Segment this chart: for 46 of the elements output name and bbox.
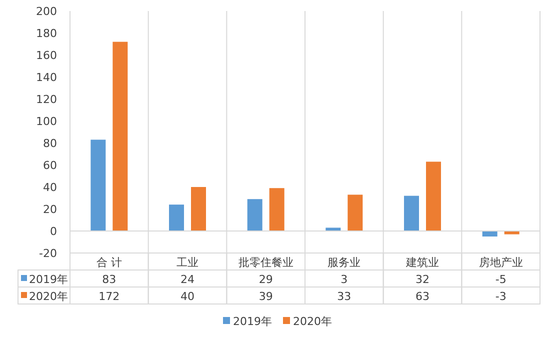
data-label: 172	[98, 290, 120, 303]
bar	[169, 204, 184, 231]
y-tick-label: 140	[36, 71, 57, 84]
bar	[504, 231, 520, 234]
data-label: 39	[258, 290, 273, 303]
y-tick-label: 180	[36, 27, 57, 40]
data-label: 33	[337, 290, 352, 303]
y-tick-label: 160	[36, 49, 57, 62]
data-label: 63	[416, 290, 430, 303]
x-tick-label: 房地产业	[478, 256, 523, 269]
y-tick-label: 20	[43, 203, 57, 216]
y-tick-label: 100	[36, 115, 57, 128]
y-tick-label: -20	[39, 247, 57, 260]
data-label: 32	[416, 273, 430, 286]
bar	[191, 187, 206, 231]
bar	[247, 199, 262, 231]
bar	[404, 196, 419, 231]
text: 2019年	[233, 315, 272, 328]
bar	[90, 140, 106, 231]
y-tick-label: 200	[36, 5, 57, 18]
bar	[269, 188, 284, 231]
data-label: 3	[340, 273, 348, 286]
data-label: -5	[495, 273, 506, 286]
x-tick-label: 工业	[176, 256, 198, 269]
y-tick-label: 40	[43, 181, 57, 194]
y-tick-label: 60	[43, 159, 57, 172]
data-label: -3	[495, 290, 506, 303]
bar	[426, 162, 441, 231]
data-label: 83	[102, 273, 116, 286]
bar	[348, 194, 363, 231]
text: 2020年	[293, 315, 332, 328]
bar	[112, 42, 128, 231]
y-tick-label: 120	[36, 93, 57, 106]
bar	[326, 228, 341, 231]
data-label: 40	[180, 290, 194, 303]
x-tick-label: 服务业	[328, 256, 361, 269]
x-tick-label: 合 计	[96, 256, 122, 269]
bar	[482, 231, 498, 236]
legend-label: 2019年	[29, 273, 68, 286]
data-label: 29	[258, 273, 273, 286]
x-tick-label: 建筑业	[405, 256, 439, 269]
y-tick-label: 0	[50, 225, 57, 238]
y-tick-label: 80	[43, 137, 57, 150]
data-label: 24	[180, 273, 194, 286]
legend-label: 2020年	[29, 290, 68, 303]
x-tick-label: 批零住餐业	[238, 256, 294, 269]
